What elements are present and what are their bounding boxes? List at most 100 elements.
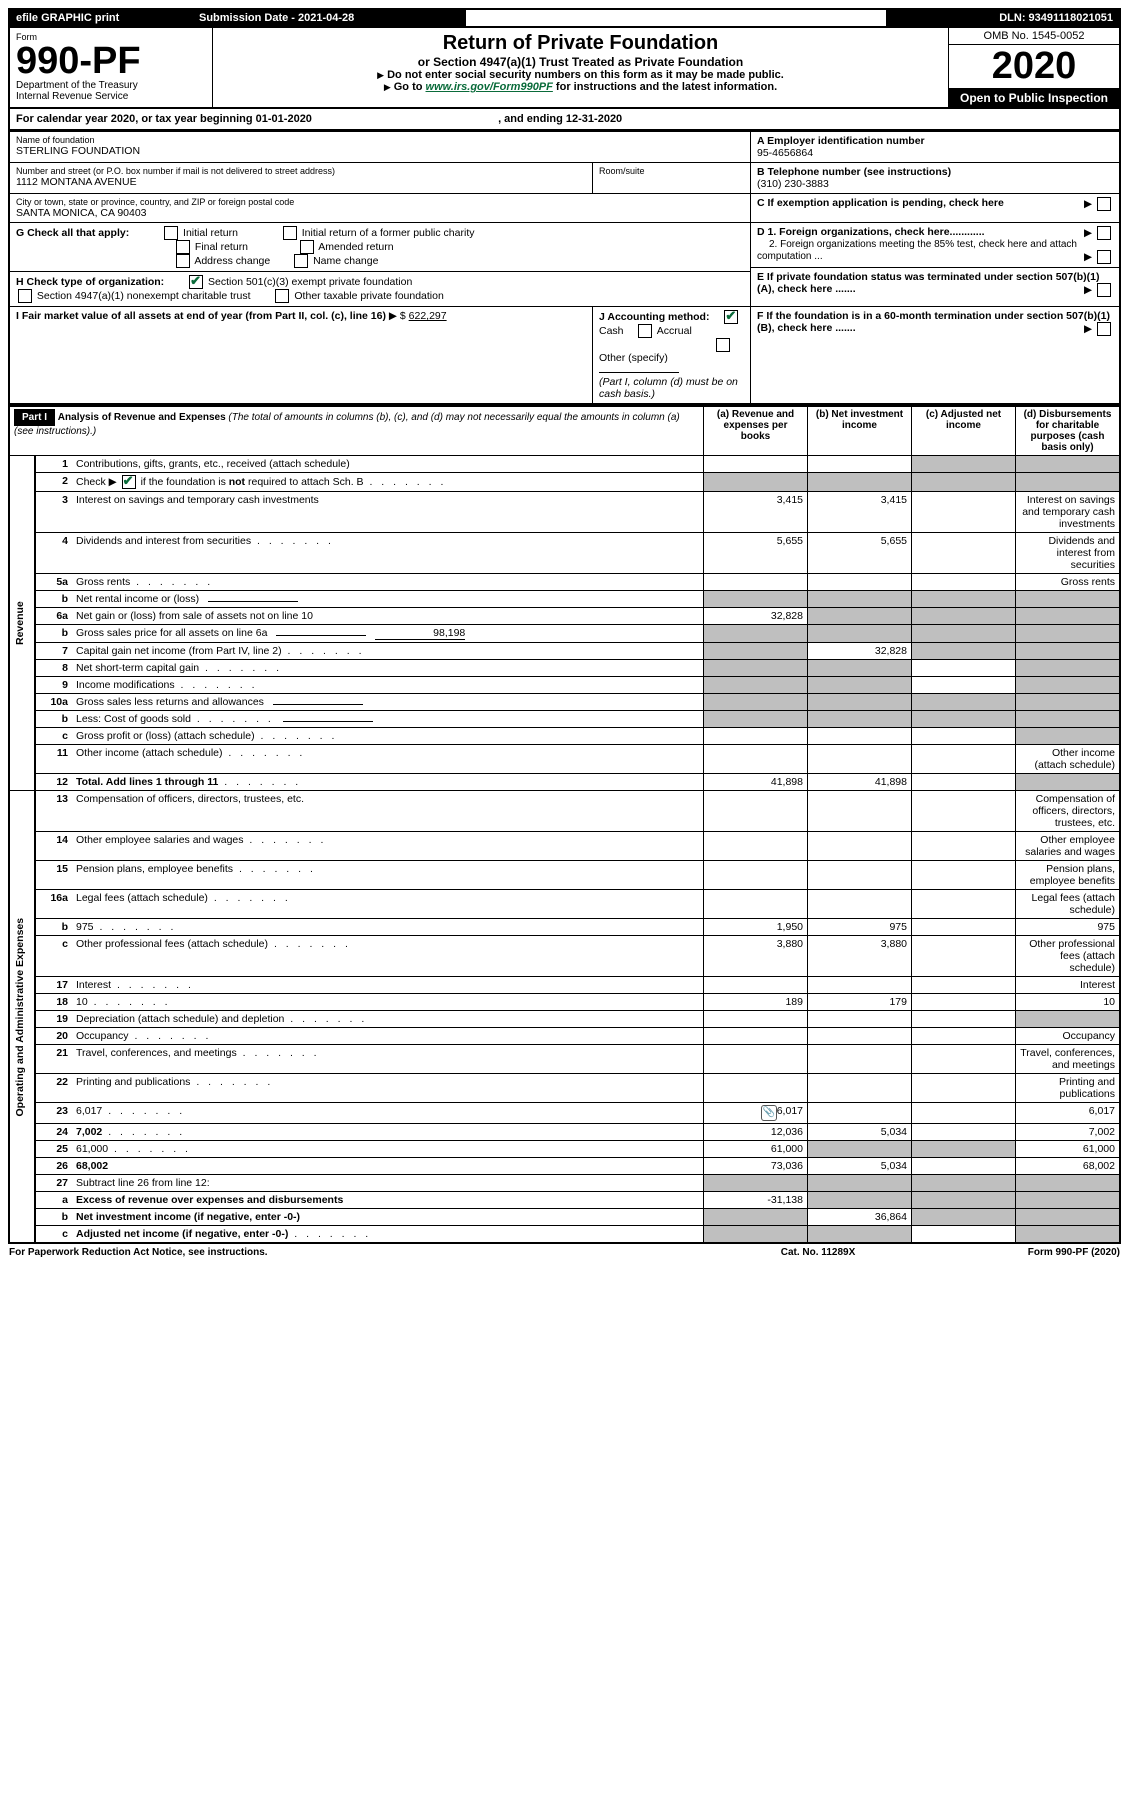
cell-a xyxy=(704,890,808,919)
cell-c xyxy=(912,861,1016,890)
row-number: 6a xyxy=(35,608,72,625)
row-number: 26 xyxy=(35,1158,72,1175)
cell-c xyxy=(912,774,1016,791)
cell-b xyxy=(808,1226,912,1244)
fmv-value: 622,297 xyxy=(409,310,447,322)
cell-d xyxy=(1016,1226,1121,1244)
row-desc: Total. Add lines 1 through 11 . . . . . … xyxy=(72,774,704,791)
cell-a xyxy=(704,694,808,711)
cell-a: 3,415 xyxy=(704,492,808,533)
row-number: 22 xyxy=(35,1074,72,1103)
cell-c xyxy=(912,1124,1016,1141)
checkbox-other-method[interactable] xyxy=(716,338,730,352)
cell-d: Compensation of officers, directors, tru… xyxy=(1016,791,1121,832)
row-number: 16a xyxy=(35,890,72,919)
checkbox-cash[interactable] xyxy=(724,310,738,324)
cell-a xyxy=(704,1011,808,1028)
cell-d: Interest xyxy=(1016,977,1121,994)
form-title: Return of Private Foundation xyxy=(219,32,942,55)
row-number: 1 xyxy=(35,456,72,473)
row-number: 10a xyxy=(35,694,72,711)
row-desc: Contributions, gifts, grants, etc., rece… xyxy=(72,456,704,473)
row-desc: 975 . . . . . . . xyxy=(72,919,704,936)
row-number: 5a xyxy=(35,574,72,591)
cell-d: 975 xyxy=(1016,919,1121,936)
checkbox-name[interactable] xyxy=(294,254,308,268)
cell-b: 179 xyxy=(808,994,912,1011)
cell-a xyxy=(704,861,808,890)
cell-b: 36,864 xyxy=(808,1209,912,1226)
checkbox-amended[interactable] xyxy=(300,240,314,254)
row-desc: 68,002 xyxy=(72,1158,704,1175)
checkbox-address[interactable] xyxy=(176,254,190,268)
arrow-icon xyxy=(377,69,387,81)
cell-c xyxy=(912,473,1016,492)
cell-d: 10 xyxy=(1016,994,1121,1011)
calendar-year-line: For calendar year 2020, or tax year begi… xyxy=(8,109,1121,131)
cell-d: 61,000 xyxy=(1016,1141,1121,1158)
cell-c xyxy=(912,625,1016,643)
cell-b: 5,655 xyxy=(808,533,912,574)
cell-b xyxy=(808,1141,912,1158)
row-number: 14 xyxy=(35,832,72,861)
row-number: 23 xyxy=(35,1103,72,1124)
cell-d xyxy=(1016,456,1121,473)
cell-b xyxy=(808,745,912,774)
checkbox-c[interactable] xyxy=(1097,197,1111,211)
cell-a xyxy=(704,728,808,745)
row-desc: Occupancy . . . . . . . xyxy=(72,1028,704,1045)
cell-d xyxy=(1016,694,1121,711)
cell-d xyxy=(1016,643,1121,660)
row-desc: Less: Cost of goods sold . . . . . . . xyxy=(72,711,704,728)
row-number: 8 xyxy=(35,660,72,677)
row-desc: Other income (attach schedule) . . . . .… xyxy=(72,745,704,774)
dln: DLN: 93491118021051 xyxy=(887,9,1121,27)
checkbox-accrual[interactable] xyxy=(638,324,652,338)
row-desc: Adjusted net income (if negative, enter … xyxy=(72,1226,704,1244)
row-number: b xyxy=(35,1209,72,1226)
phone: (310) 230-3883 xyxy=(757,178,829,190)
row-desc: Interest on savings and temporary cash i… xyxy=(72,492,704,533)
cell-d xyxy=(1016,774,1121,791)
cell-c xyxy=(912,1011,1016,1028)
checkbox-sch-b[interactable] xyxy=(122,475,136,489)
cell-b xyxy=(808,832,912,861)
cell-a: 📎 6,017 xyxy=(704,1103,808,1124)
row-desc: Depreciation (attach schedule) and deple… xyxy=(72,1011,704,1028)
irs-link[interactable]: www.irs.gov/Form990PF xyxy=(426,81,553,93)
row-number: 20 xyxy=(35,1028,72,1045)
cell-b xyxy=(808,1045,912,1074)
row-desc: Check ▶ if the foundation is not require… xyxy=(72,473,704,492)
row-number: 12 xyxy=(35,774,72,791)
checkbox-final[interactable] xyxy=(176,240,190,254)
cell-c xyxy=(912,977,1016,994)
cell-d xyxy=(1016,1011,1121,1028)
checkbox-501c3[interactable] xyxy=(189,275,203,289)
ein: 95-4656864 xyxy=(757,147,813,159)
row-desc: 10 . . . . . . . xyxy=(72,994,704,1011)
row-number: b xyxy=(35,625,72,643)
row-desc: Compensation of officers, directors, tru… xyxy=(72,791,704,832)
checkbox-e[interactable] xyxy=(1097,283,1111,297)
cell-b xyxy=(808,1074,912,1103)
checkbox-initial-former[interactable] xyxy=(283,226,297,240)
row-desc: Income modifications . . . . . . . xyxy=(72,677,704,694)
checkbox-f[interactable] xyxy=(1097,322,1111,336)
checkbox-d2[interactable] xyxy=(1097,250,1111,264)
cell-c xyxy=(912,1226,1016,1244)
cell-b xyxy=(808,574,912,591)
open-inspection: Open to Public Inspection xyxy=(949,89,1119,107)
checkbox-4947[interactable] xyxy=(18,289,32,303)
cell-d xyxy=(1016,728,1121,745)
cell-b xyxy=(808,711,912,728)
cell-d xyxy=(1016,660,1121,677)
checkbox-initial[interactable] xyxy=(164,226,178,240)
checkbox-other-tax[interactable] xyxy=(275,289,289,303)
row-number: 25 xyxy=(35,1141,72,1158)
cell-d: Legal fees (attach schedule) xyxy=(1016,890,1121,919)
row-desc: Legal fees (attach schedule) . . . . . .… xyxy=(72,890,704,919)
cell-b: 5,034 xyxy=(808,1158,912,1175)
cell-c xyxy=(912,574,1016,591)
checkbox-d1[interactable] xyxy=(1097,226,1111,240)
attachment-icon[interactable]: 📎 xyxy=(761,1105,777,1121)
